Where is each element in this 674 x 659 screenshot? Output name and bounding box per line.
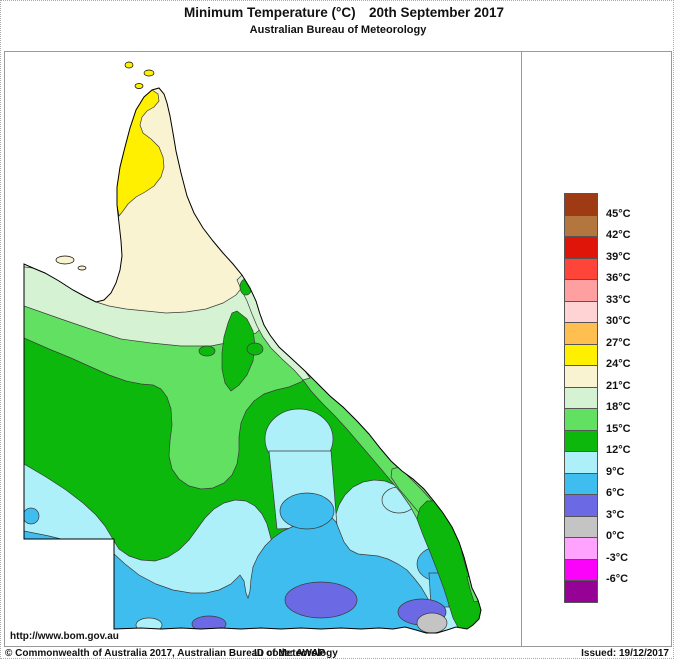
band-green-patch-inland bbox=[221, 310, 256, 392]
legend: 45°C 42°C 39°C 36°C 33°C 30°C 27°C 24°C 21°C 18°C… bbox=[564, 193, 673, 613]
island-torres-3 bbox=[134, 83, 144, 89]
legend-color-swatch bbox=[564, 558, 598, 581]
footer-id-code: ID code: AWAP bbox=[254, 648, 326, 659]
island-mornington bbox=[55, 255, 75, 265]
footer-url: http://www.bom.gov.au bbox=[10, 631, 119, 642]
legend-label: 21°C bbox=[606, 379, 631, 392]
legend-color-swatch bbox=[564, 408, 598, 431]
legend-label: 42°C bbox=[606, 229, 631, 241]
legend-label: -3°C bbox=[606, 551, 629, 564]
band-violet-blob-2 bbox=[284, 581, 358, 619]
legend-color-swatch bbox=[564, 279, 598, 302]
legend-label: 15°C bbox=[606, 422, 631, 435]
band-blue-blob-central bbox=[279, 492, 335, 530]
page-title: Minimum Temperature (°C) bbox=[184, 5, 356, 20]
page-subtitle: Australian Bureau of Meteorology bbox=[249, 24, 427, 36]
legend-label: 6°C bbox=[606, 487, 625, 499]
legend-label: 27°C bbox=[606, 336, 631, 349]
legend-color-swatch bbox=[564, 257, 598, 280]
legend-label: 33°C bbox=[606, 293, 631, 306]
legend-label: 45°C bbox=[606, 207, 631, 220]
band-light-green-sliver-1 bbox=[452, 505, 465, 534]
island-gulf-small bbox=[77, 265, 87, 271]
legend-color-swatch bbox=[564, 300, 598, 323]
band-green-patch-coast bbox=[246, 342, 264, 356]
band-blue-spot-west bbox=[24, 507, 40, 525]
legend-label: 24°C bbox=[606, 358, 631, 370]
legend-color-swatch bbox=[564, 429, 598, 452]
band-light-cyan-border-bump bbox=[135, 617, 163, 633]
legend-color-swatch bbox=[564, 386, 598, 409]
legend-color-swatch bbox=[564, 494, 598, 517]
legend-label: -6°C bbox=[606, 573, 629, 585]
footer-copyright: © Commonwealth of Australia 2017, Austra… bbox=[5, 648, 338, 659]
queensland-outline bbox=[23, 87, 482, 634]
legend-divider bbox=[521, 51, 522, 646]
legend-color-swatch bbox=[564, 214, 598, 237]
legend-label: 39°C bbox=[606, 250, 631, 263]
page-date: 20th September 2017 bbox=[369, 5, 505, 20]
legend-color-swatch bbox=[564, 580, 598, 603]
legend-label: 3°C bbox=[606, 508, 625, 521]
legend-color-swatch bbox=[564, 515, 598, 538]
legend-color-swatch bbox=[564, 193, 598, 216]
queensland-temperature-map bbox=[23, 61, 482, 634]
footer-issued-date: Issued: 19/12/2017 bbox=[581, 648, 669, 659]
legend-label: 9°C bbox=[606, 465, 625, 478]
island-torres-2 bbox=[143, 69, 155, 77]
legend-color-swatch bbox=[564, 472, 598, 495]
legend-color-swatch bbox=[564, 365, 598, 388]
island-torres-1 bbox=[124, 61, 134, 69]
legend-label: 18°C bbox=[606, 401, 631, 413]
legend-label: 0°C bbox=[606, 530, 625, 542]
legend-label: 12°C bbox=[606, 444, 631, 456]
legend-color-swatch bbox=[564, 322, 598, 345]
legend-label: 36°C bbox=[606, 272, 631, 284]
band-gray-blob bbox=[416, 612, 448, 633]
legend-color-swatch bbox=[564, 236, 598, 259]
legend-label: 30°C bbox=[606, 315, 631, 327]
band-violet-blob-1 bbox=[191, 615, 227, 633]
legend-color-swatch bbox=[564, 451, 598, 474]
legend-color-swatch bbox=[564, 343, 598, 366]
legend-color-swatch bbox=[564, 537, 598, 560]
band-green-patch-crescent bbox=[198, 345, 216, 357]
